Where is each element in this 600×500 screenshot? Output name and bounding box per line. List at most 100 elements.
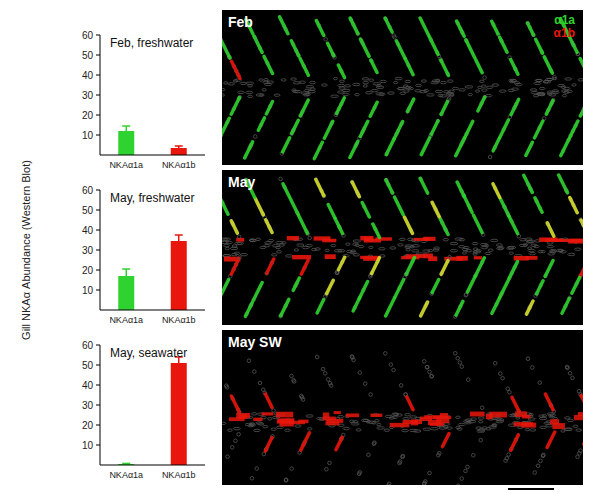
nucleus (222, 88, 225, 90)
nucleus (485, 252, 491, 254)
nucleus (254, 429, 260, 431)
stain (361, 39, 370, 56)
nucleus (435, 90, 443, 92)
nucleus (456, 416, 461, 418)
nucleus (576, 455, 580, 459)
nucleus (539, 87, 544, 89)
y-tick (96, 55, 100, 56)
nucleus (230, 446, 234, 450)
nucleus (271, 428, 276, 430)
stain (509, 216, 517, 233)
nucleus (573, 425, 578, 427)
nucleus (430, 374, 434, 378)
bars (118, 126, 187, 155)
stain (441, 261, 448, 275)
nucleus (394, 81, 398, 83)
nucleus (325, 249, 329, 251)
nucleus (440, 81, 446, 83)
stain (245, 142, 253, 158)
nucleus (530, 429, 536, 431)
y-tick-label: 50 (82, 360, 94, 371)
nucleus (263, 425, 268, 427)
stain (385, 18, 392, 32)
bar (118, 276, 134, 310)
nucleus (256, 422, 263, 424)
stain-b (287, 236, 299, 240)
nucleus (401, 454, 405, 458)
nucleus (285, 429, 291, 431)
nucleus (466, 465, 470, 469)
nucleus (285, 255, 293, 257)
nucleus (465, 86, 473, 88)
y-tick-label: 40 (82, 70, 94, 81)
stain (524, 175, 532, 192)
stain-b (568, 239, 583, 244)
error-cap (122, 463, 130, 465)
stain (317, 300, 324, 313)
stain (545, 260, 553, 276)
nucleus (547, 242, 553, 244)
nucleus (380, 80, 387, 82)
nucleus (281, 79, 286, 81)
error-cap (175, 234, 183, 236)
nucleus (403, 418, 410, 420)
stain (324, 121, 332, 138)
bar-chart: 102030405060NKAα1aNKAα1bMay, seawater (82, 340, 205, 481)
nucleus (407, 87, 413, 89)
nucleus (351, 356, 355, 360)
nucleus (578, 79, 583, 81)
stain (432, 279, 438, 292)
nucleus (515, 83, 522, 85)
nucleus (234, 252, 240, 254)
stain (465, 121, 473, 137)
nucleus (317, 417, 323, 419)
nucleus (297, 244, 304, 246)
nucleus (290, 467, 294, 471)
image-background (222, 170, 583, 325)
nucleus (250, 476, 254, 480)
nucleus (363, 82, 369, 84)
nucleus (541, 250, 545, 252)
y-tick-label: 60 (82, 340, 94, 351)
stain (254, 282, 263, 299)
stain (500, 279, 509, 297)
nucleus (561, 430, 565, 432)
nucleus (346, 250, 352, 252)
nucleus (504, 459, 508, 463)
nucleus (234, 439, 238, 443)
stain-b (428, 256, 437, 261)
nucleus (307, 428, 312, 430)
stain (536, 39, 543, 53)
nucleus (468, 93, 472, 95)
nucleus (387, 92, 394, 94)
y-tick (96, 445, 100, 446)
nucleus (377, 423, 381, 425)
nucleus (481, 85, 486, 87)
stain (290, 199, 298, 215)
stain-b (411, 419, 418, 425)
error-cap (122, 125, 130, 127)
y-axis-label: Gill NKAα Abundance (Western Blot) (20, 160, 32, 340)
stain (420, 18, 428, 35)
nucleus (398, 244, 404, 246)
nucleus (395, 77, 403, 79)
nucleus (407, 238, 413, 240)
stain (396, 41, 405, 58)
nucleus (459, 239, 465, 241)
stain (231, 98, 239, 115)
nucleus (529, 252, 535, 254)
stain (370, 102, 377, 116)
stain (443, 434, 449, 447)
nucleus (334, 250, 342, 252)
nucleus (439, 427, 447, 429)
nucleus (353, 254, 360, 256)
stain (407, 397, 413, 410)
stain-b (370, 414, 382, 417)
nucleus (356, 429, 361, 431)
nucleus (542, 453, 546, 457)
nucleus (387, 482, 391, 485)
stain (300, 100, 308, 116)
nucleus (464, 469, 468, 473)
nucleus (402, 429, 409, 431)
nucleus (450, 250, 457, 252)
